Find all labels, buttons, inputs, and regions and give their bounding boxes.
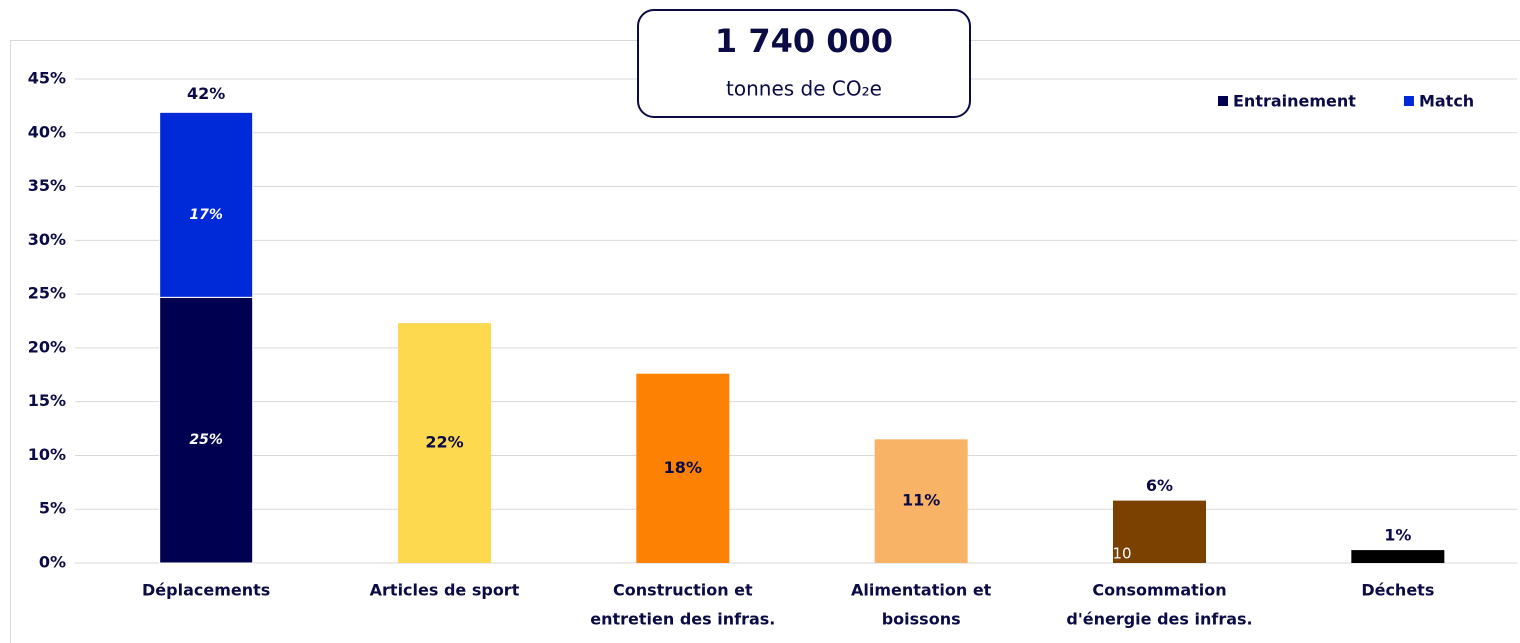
x-tick-label: Déchets [1361,581,1434,600]
y-tick-label: 0% [39,553,66,572]
x-tick-label: Articles de sport [370,581,520,600]
x-tick-label: Construction et [613,581,753,600]
y-tick-label: 20% [28,337,66,356]
bar [1113,500,1206,563]
x-tick-label: entretien des infras. [590,610,775,629]
x-tick-label: Consommation [1092,581,1226,600]
data-label: 1% [1384,526,1411,545]
legend-swatch [1218,96,1228,106]
total-label: 42% [187,84,225,103]
data-label: 25% [189,432,223,448]
y-tick-label: 40% [28,122,66,141]
legend-swatch [1403,96,1414,106]
legend-label: Match [1419,92,1474,111]
bar-segment [159,296,254,564]
y-tick-label: 5% [39,499,66,518]
x-tick-label: boissons [882,610,961,629]
data-label: 17% [189,207,223,223]
y-tick-label: 45% [28,69,66,88]
y-tick-label: 30% [28,230,66,249]
data-label: 11% [902,491,940,510]
y-tick-label: 35% [28,176,66,195]
data-label: 22% [425,433,463,452]
x-tick-label: d'énergie des infras. [1066,610,1252,629]
legend-label: Entrainement [1233,92,1356,111]
data-label: 18% [664,458,702,477]
headline: 1 740 000 [715,22,893,60]
bar [636,373,730,563]
y-tick-label: 10% [28,445,66,464]
bar [398,323,491,563]
data-label: 6% [1146,476,1173,495]
x-tick-label: Déplacements [142,581,270,600]
bar [874,439,968,563]
annotation: 10 [1113,545,1132,563]
headline-box [637,9,971,118]
plot-area: 0% 5% 10% 15% 20% 25% 30% 35% 40% 45% Déplacements… [28,69,1517,629]
y-tick-label: 15% [28,391,66,410]
headline-sub: tonnes de CO₂e [726,77,882,101]
x-tick-label: Alimentation et [851,581,992,600]
y-tick-label: 25% [28,284,66,303]
bar [1351,550,1445,563]
bar-segment [159,111,254,298]
